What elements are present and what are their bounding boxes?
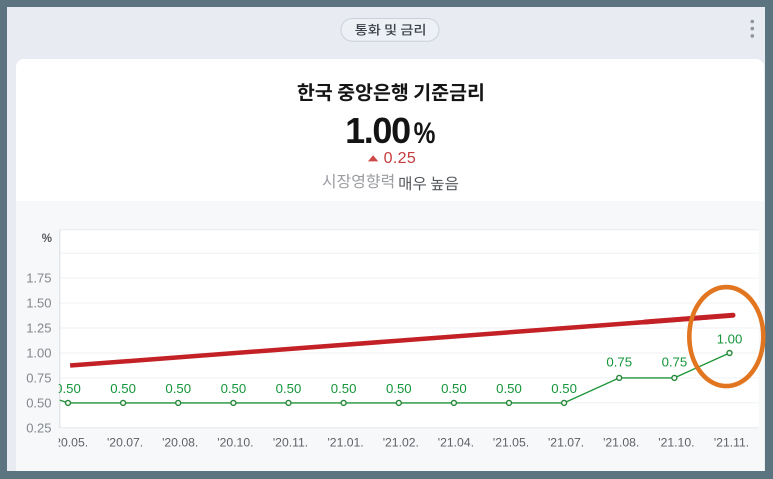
svg-text:'21.01.: '21.01.: [327, 436, 363, 450]
svg-text:0.50: 0.50: [496, 381, 522, 396]
svg-text:'21.07.: '21.07.: [548, 436, 584, 450]
svg-text:0.50: 0.50: [441, 381, 467, 396]
svg-text:'21.02.: '21.02.: [383, 436, 419, 450]
svg-text:1.75: 1.75: [26, 271, 51, 286]
svg-text:%: %: [42, 233, 52, 245]
svg-text:0.50: 0.50: [221, 381, 247, 396]
svg-text:'20.05.: '20.05.: [52, 436, 88, 450]
svg-text:'21.05.: '21.05.: [493, 436, 529, 450]
svg-text:1.25: 1.25: [26, 321, 51, 336]
svg-text:0.25: 0.25: [384, 150, 417, 167]
svg-text:'20.08.: '20.08.: [162, 436, 198, 450]
svg-text:'21.11.: '21.11.: [714, 436, 749, 450]
svg-text:0.50: 0.50: [551, 381, 577, 396]
svg-text:0.50: 0.50: [276, 381, 302, 396]
svg-text:'21.04.: '21.04.: [438, 436, 474, 450]
svg-text:'20.10.: '20.10.: [217, 436, 253, 450]
svg-text:0.75: 0.75: [662, 354, 688, 369]
svg-text:1.00: 1.00: [717, 331, 743, 346]
svg-text:0.25: 0.25: [26, 420, 51, 435]
svg-text:'20.07.: '20.07.: [107, 436, 143, 450]
svg-text:1.50: 1.50: [26, 296, 51, 311]
svg-text:0.50: 0.50: [26, 395, 51, 410]
svg-text:0.75: 0.75: [606, 354, 632, 369]
svg-text:0.50: 0.50: [110, 381, 136, 396]
svg-text:0.50: 0.50: [165, 381, 191, 396]
svg-text:'21.10.: '21.10.: [658, 436, 694, 450]
svg-text:0.50: 0.50: [331, 381, 357, 396]
svg-text:0.50: 0.50: [55, 381, 81, 396]
svg-text:1.00: 1.00: [345, 110, 410, 151]
svg-text:'20.11.: '20.11.: [273, 436, 308, 450]
svg-text:%: %: [414, 117, 436, 150]
svg-text:0.75: 0.75: [26, 371, 51, 386]
svg-text:1.00: 1.00: [26, 346, 51, 361]
svg-text:'21.08.: '21.08.: [603, 436, 639, 450]
svg-text:0.50: 0.50: [386, 381, 412, 396]
